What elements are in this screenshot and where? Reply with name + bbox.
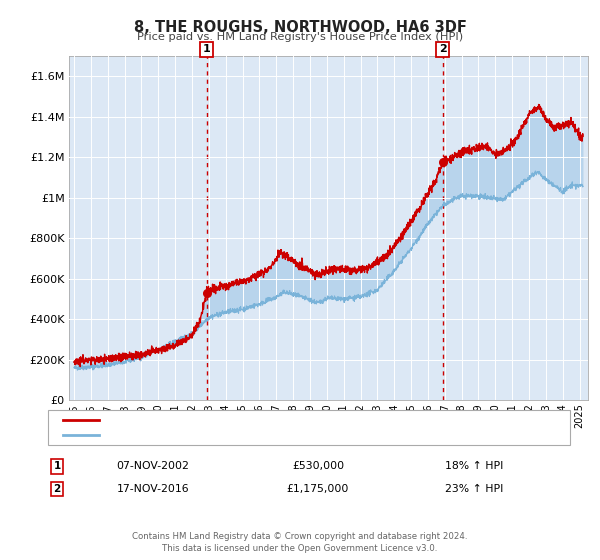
Text: HPI: Average price, detached house, Three Rivers: HPI: Average price, detached house, Thre…: [105, 430, 376, 440]
Text: 17-NOV-2016: 17-NOV-2016: [116, 484, 190, 494]
Text: 2: 2: [439, 44, 446, 54]
Text: £1,175,000: £1,175,000: [287, 484, 349, 494]
Text: 18% ↑ HPI: 18% ↑ HPI: [445, 461, 503, 472]
Text: 07-NOV-2002: 07-NOV-2002: [116, 461, 190, 472]
Text: 23% ↑ HPI: 23% ↑ HPI: [445, 484, 503, 494]
Text: 8, THE ROUGHS, NORTHWOOD, HA6 3DF (detached house): 8, THE ROUGHS, NORTHWOOD, HA6 3DF (detac…: [105, 414, 428, 424]
Text: Contains HM Land Registry data © Crown copyright and database right 2024.
This d: Contains HM Land Registry data © Crown c…: [132, 532, 468, 553]
Text: 1: 1: [53, 461, 61, 472]
Text: 2: 2: [53, 484, 61, 494]
Text: 1: 1: [203, 44, 211, 54]
Text: 8, THE ROUGHS, NORTHWOOD, HA6 3DF: 8, THE ROUGHS, NORTHWOOD, HA6 3DF: [134, 20, 466, 35]
Text: £530,000: £530,000: [292, 461, 344, 472]
Text: Price paid vs. HM Land Registry's House Price Index (HPI): Price paid vs. HM Land Registry's House …: [137, 32, 463, 43]
